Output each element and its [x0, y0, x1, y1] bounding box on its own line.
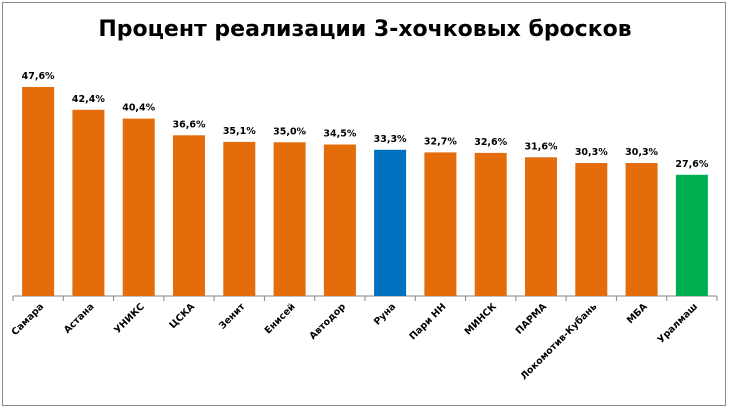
chart-title: Процент реализации 3-хочковых бросков	[98, 17, 632, 42]
category-label-4: Зенит	[217, 301, 248, 332]
category-label-10: ПАРМА	[514, 301, 550, 337]
category-label-12: МБА	[625, 301, 650, 326]
data-label-1: 42,4%	[72, 94, 105, 105]
data-label-11: 30,3%	[575, 147, 608, 158]
data-label-3: 36,6%	[173, 119, 206, 130]
category-label-9: МИНСК	[463, 301, 499, 337]
bar-10	[525, 157, 557, 296]
bar-7	[374, 149, 407, 296]
bar-4	[223, 141, 256, 296]
category-label-0: Самара	[10, 301, 47, 338]
bar-1	[72, 109, 105, 296]
category-label-8: Пари НН	[407, 301, 448, 342]
bar-12	[625, 163, 658, 296]
category-label-2: УНИКС	[112, 301, 147, 336]
data-label-6: 34,5%	[323, 129, 356, 140]
bar-9	[474, 152, 507, 296]
category-label-1: Астана	[62, 301, 97, 336]
data-label-5: 35,0%	[273, 126, 306, 137]
category-label-7: Руна	[372, 301, 398, 327]
data-label-2: 40,4%	[122, 103, 155, 114]
category-label-13: Уралмаш	[656, 301, 700, 345]
data-label-9: 32,6%	[474, 137, 507, 148]
bar-6	[323, 144, 356, 296]
data-label-7: 33,3%	[374, 134, 407, 145]
data-label-12: 30,3%	[625, 147, 658, 158]
category-label-3: ЦСКА	[167, 301, 197, 331]
bar-13	[675, 174, 708, 296]
category-label-6: Автодор	[307, 301, 348, 342]
bar-2	[122, 118, 155, 296]
bar-8	[424, 152, 457, 296]
bar-0	[22, 87, 55, 296]
category-label-5: Енисей	[263, 301, 298, 336]
bar-5	[273, 142, 306, 296]
bar-11	[575, 163, 608, 296]
bar-3	[173, 135, 205, 296]
data-label-8: 32,7%	[424, 136, 457, 147]
data-label-13: 27,6%	[675, 159, 708, 170]
data-label-4: 35,1%	[223, 126, 256, 137]
data-label-0: 47,6%	[22, 71, 55, 82]
data-label-10: 31,6%	[525, 141, 558, 152]
